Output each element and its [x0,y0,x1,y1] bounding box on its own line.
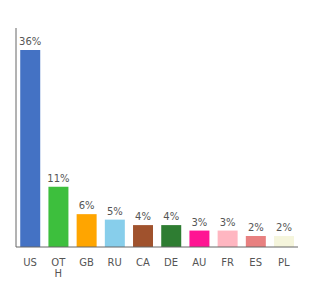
svg-text:GB: GB [79,257,94,268]
svg-text:6%: 6% [79,200,95,211]
svg-text:3%: 3% [191,217,207,228]
svg-text:OTH: OTH [51,257,66,279]
svg-text:2%: 2% [248,222,264,233]
svg-text:4%: 4% [135,211,151,222]
svg-text:11%: 11% [47,173,69,184]
svg-text:PL: PL [278,257,290,268]
svg-text:US: US [23,257,37,268]
svg-text:DE: DE [164,257,178,268]
svg-text:2%: 2% [276,222,292,233]
svg-text:4%: 4% [163,211,179,222]
svg-text:36%: 36% [19,36,41,47]
svg-text:5%: 5% [107,206,123,217]
svg-text:3%: 3% [220,217,236,228]
svg-text:ES: ES [249,257,262,268]
svg-text:CA: CA [136,257,150,268]
svg-text:RU: RU [108,257,122,268]
svg-text:FR: FR [221,257,234,268]
svg-text:AU: AU [192,257,206,268]
